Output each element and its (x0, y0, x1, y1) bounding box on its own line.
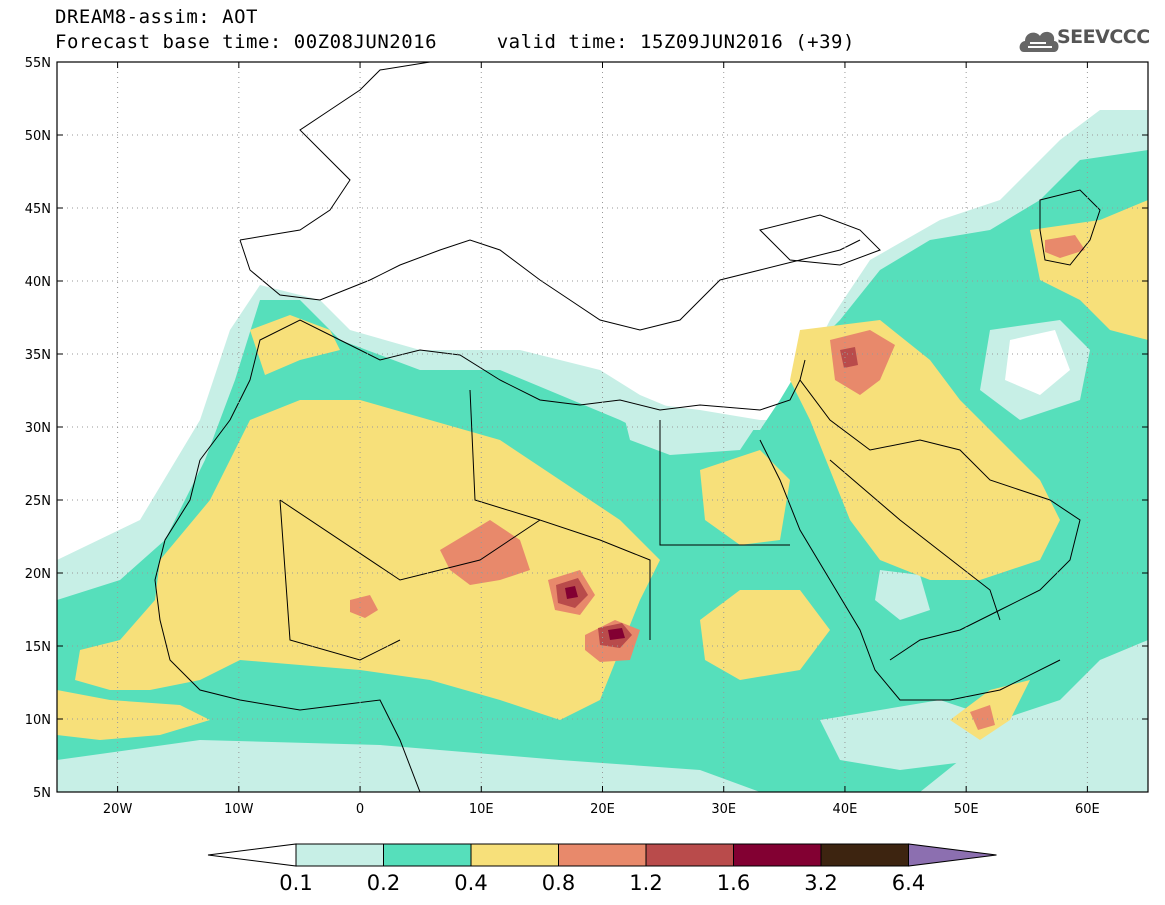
colorbar-swatch (645, 843, 734, 867)
coast-arabia (799, 379, 1081, 661)
lon-tick-label: 20W (103, 802, 133, 817)
border-arabia (829, 459, 1001, 621)
lat-tick-label: 10N (25, 713, 51, 728)
lat-tick-label: 35N (25, 348, 51, 363)
coastlines (154, 62, 1101, 792)
cloud-icon (1019, 31, 1059, 52)
aot-contour-0.8-ethiopia (970, 705, 995, 730)
lon-tick-label: 30E (711, 802, 736, 817)
aot-gap-east-med (620, 400, 760, 455)
aot-contour-1.6-darfur (608, 628, 625, 640)
colorbar-high-arrow (908, 843, 997, 867)
colorbar-label: 3.2 (804, 871, 837, 895)
lat-tick-label: 55N (25, 56, 51, 71)
lon-tick-label: 10E (469, 802, 494, 817)
colorbar-label: 0.8 (542, 871, 575, 895)
colorbar-swatch (295, 843, 384, 867)
aot-contour-0.4-egypt (700, 450, 790, 545)
colorbar-label: 1.6 (717, 871, 750, 895)
border-sahara-3 (469, 389, 541, 521)
coast-africa (199, 319, 806, 461)
colorbar-low-arrow (207, 843, 297, 867)
colorbar: 0.1 0.2 0.4 0.8 1.2 1.6 3.2 6.4 (207, 843, 997, 895)
colorbar-swatch (820, 843, 909, 867)
aot-gap-south (57, 740, 760, 792)
border-sahara-2 (279, 499, 401, 661)
colorbar-label: 0.4 (454, 871, 487, 895)
lat-tick-label: 45N (25, 202, 51, 217)
aot-contour-0.4-sudan (700, 590, 830, 680)
coast-caspian (1039, 189, 1101, 266)
colorbar-label: 1.2 (629, 871, 662, 895)
map-title: DREAM8-assim: AOT (55, 6, 258, 28)
colorbar-swatch (383, 843, 472, 867)
border-egypt (659, 420, 790, 546)
aot-contour-0.8-mali (350, 595, 378, 618)
lon-tick-label: 0 (356, 802, 364, 817)
lat-tick-label: 5N (33, 786, 51, 801)
lon-tick-label: 10W (224, 802, 254, 817)
coast-europe (239, 62, 861, 331)
colorbar-label: 6.4 (892, 871, 925, 895)
colorbar-swatch (470, 843, 559, 867)
lon-tick-label: 20E (590, 802, 615, 817)
coast-black-sea (759, 214, 881, 266)
coast-red-sea (759, 439, 1061, 701)
forecast-times: Forecast base time: 00Z08JUN2016 valid t… (55, 31, 855, 53)
aot-contour-0.4-caspian (1030, 200, 1148, 340)
lat-tick-label: 40N (25, 275, 51, 290)
lat-tick-label: 30N (25, 421, 51, 436)
lat-tick-label: 25N (25, 494, 51, 509)
colorbar-swatch (733, 843, 822, 867)
lat-tick-label: 20N (25, 567, 51, 582)
colorbar-label: 0.1 (279, 871, 312, 895)
aot-contour-0.4-west (57, 690, 210, 740)
lon-tick-label: 60E (1075, 802, 1100, 817)
lat-tick-label: 15N (25, 640, 51, 655)
coast-west-africa (154, 459, 421, 792)
logo-text: SEEVCCC (1057, 26, 1150, 48)
lon-tick-label: 40E (833, 802, 858, 817)
aot-contour-0.4-morocco (250, 315, 340, 375)
axis-ticks: 55N 50N 45N 40N 35N 30N 25N 20N 15N 10N 5N 20W 10W 0 1… (25, 56, 1148, 817)
lon-tick-label: 50E (954, 802, 979, 817)
aot-contour-1.6-tibesti (565, 586, 578, 599)
aot-contour-0.8-caspian (1045, 235, 1085, 258)
aot-contour-0.4-sahara (75, 400, 660, 720)
lat-tick-label: 50N (25, 129, 51, 144)
aot-contour-0.8-iraq (830, 330, 895, 395)
grid (57, 62, 1148, 792)
aot-gap-iran-core (1005, 330, 1070, 395)
aot-gap-arabia-south (875, 570, 930, 620)
colorbar-label: 0.2 (367, 871, 400, 895)
colorbar-swatch (558, 843, 647, 867)
aot-contour-0.8-chad (440, 520, 530, 585)
